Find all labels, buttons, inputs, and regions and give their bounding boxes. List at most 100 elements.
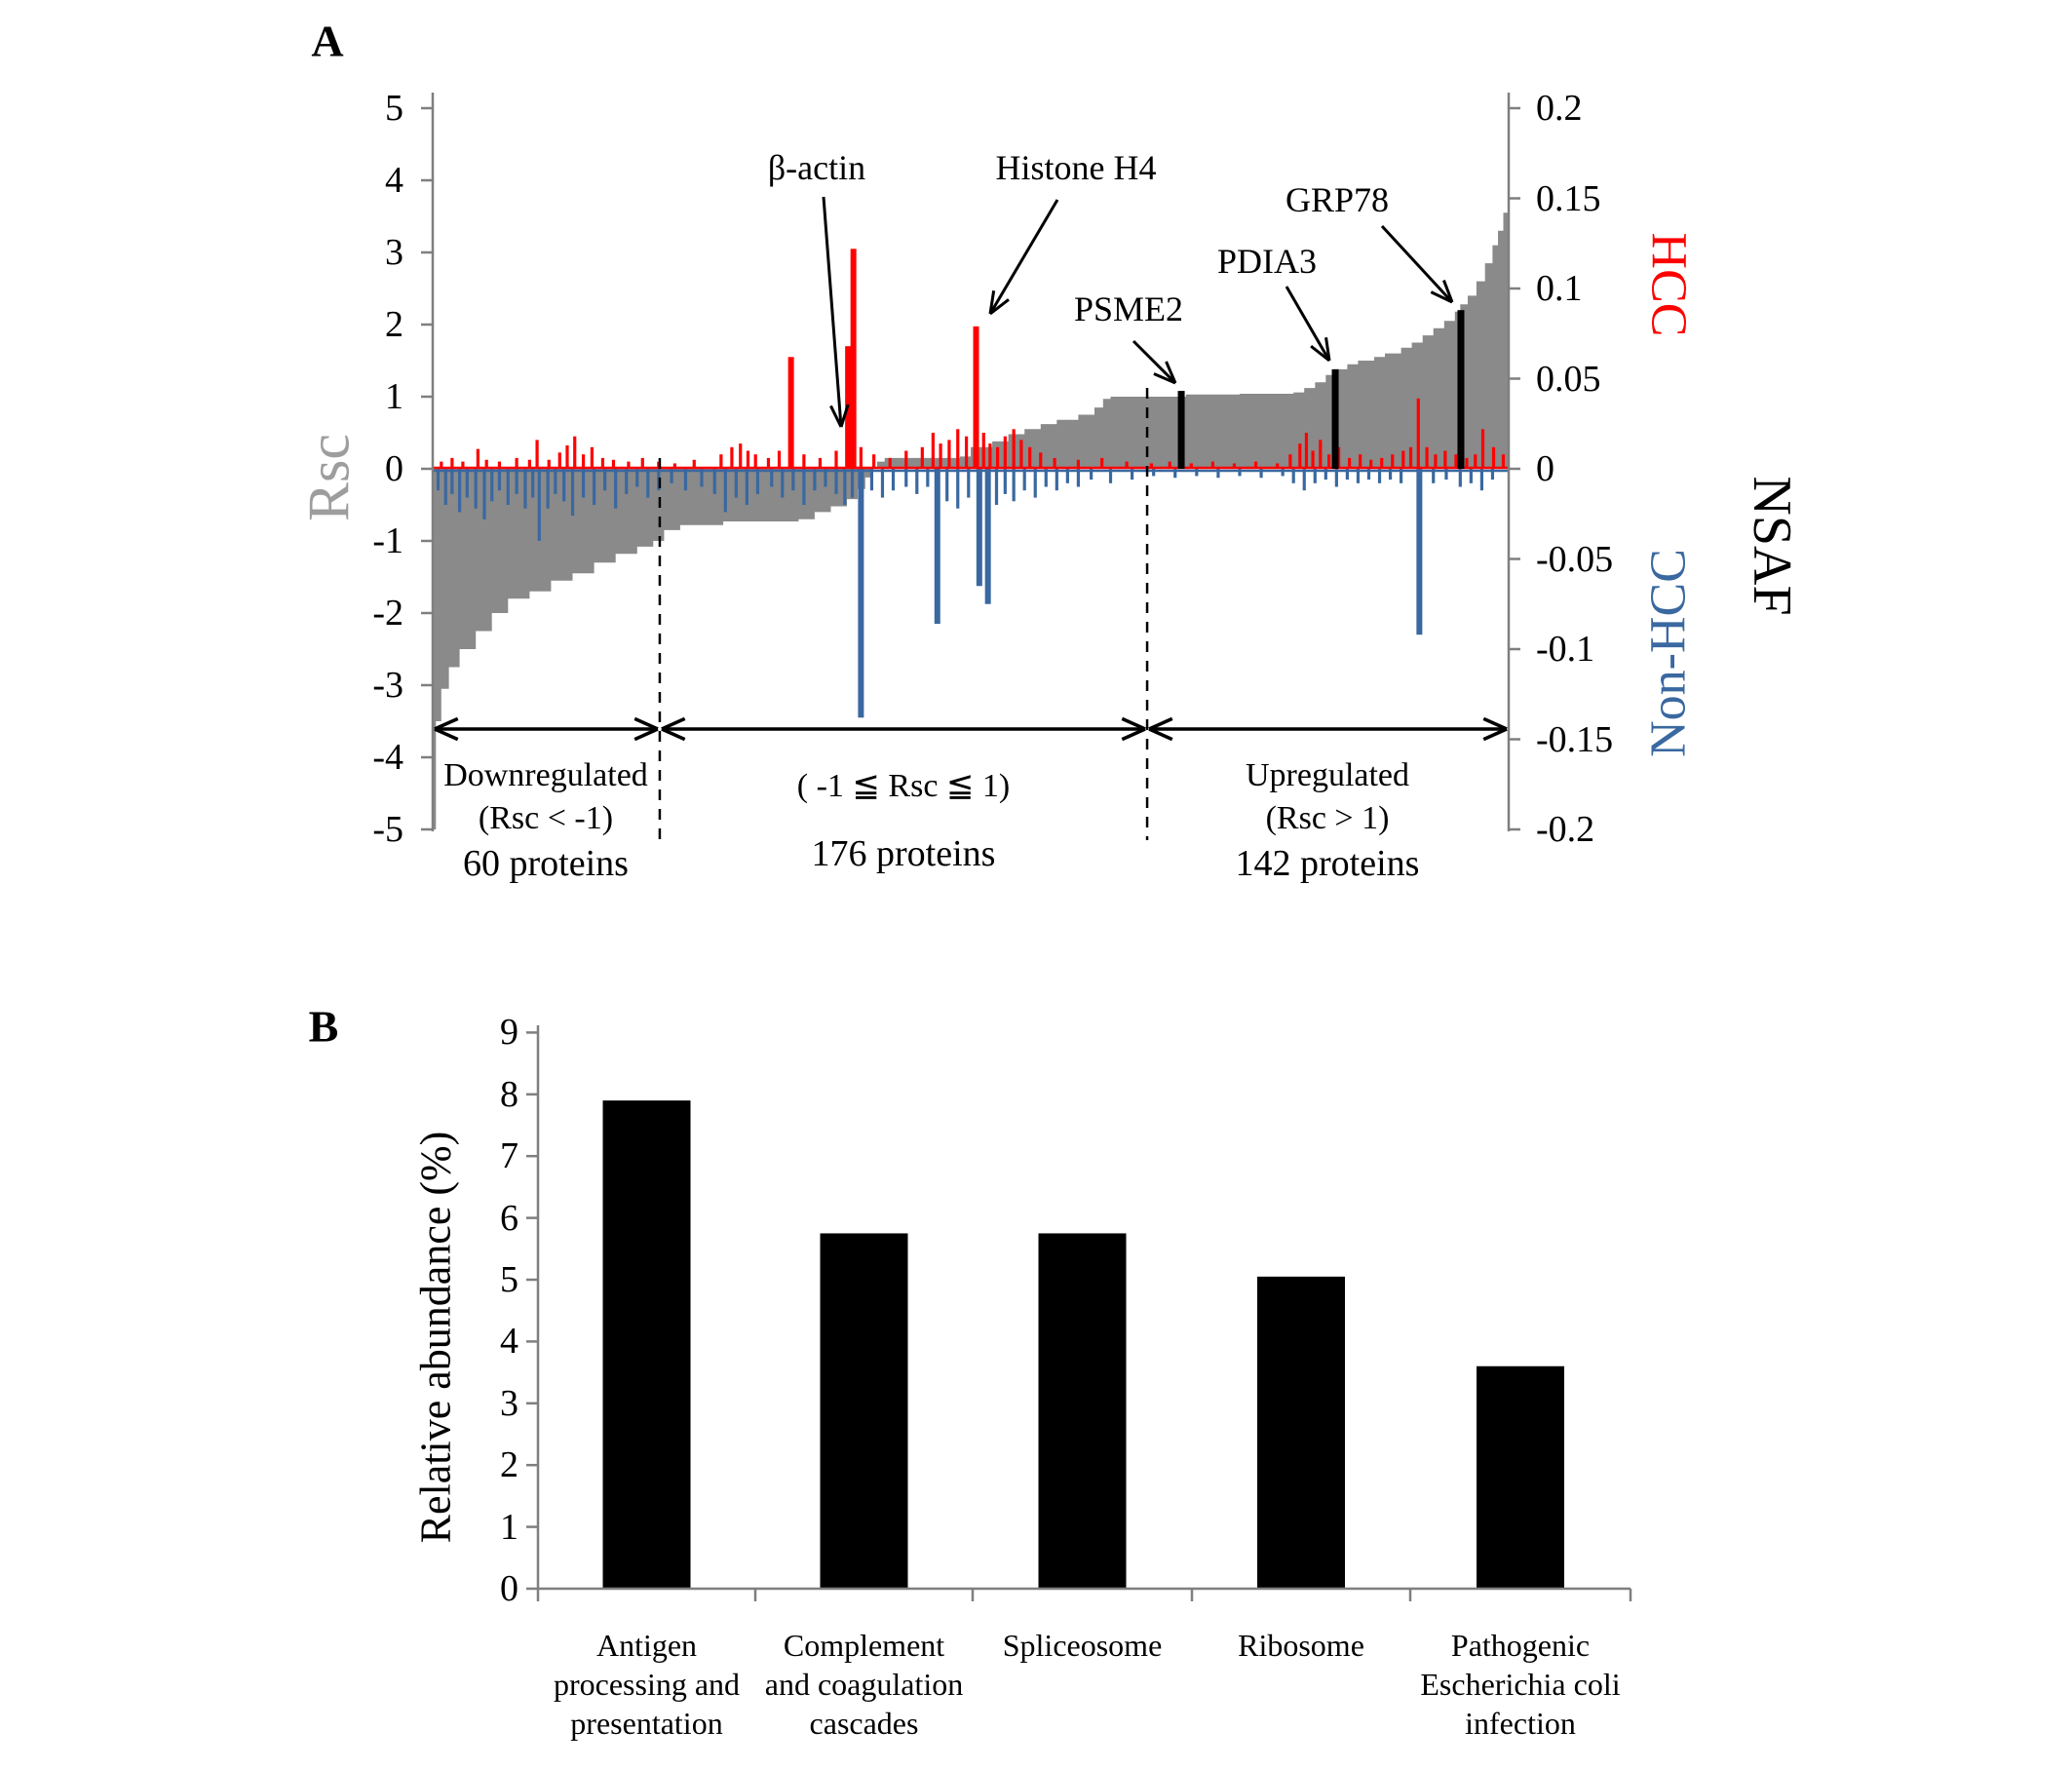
hcc-bar	[1232, 463, 1237, 469]
hcc-bar	[672, 463, 676, 469]
non-hcc-bar	[1033, 469, 1037, 498]
hcc-bar	[1359, 454, 1362, 469]
non-hcc-bar	[1416, 469, 1423, 635]
rsc-tick-label: -5	[372, 809, 403, 850]
non-hcc-bar	[745, 469, 748, 505]
hcc-bar	[1039, 452, 1043, 469]
hcc-bar	[476, 448, 480, 469]
non-hcc-bar	[465, 469, 469, 498]
non-hcc-bar	[850, 469, 855, 498]
non-hcc-bar	[994, 469, 999, 505]
hcc-bar	[1348, 457, 1352, 469]
non-hcc-bar	[915, 469, 919, 494]
highlight-bar-grp78	[1457, 310, 1465, 469]
non-hcc-bar	[967, 469, 971, 498]
arrowhead	[633, 716, 659, 731]
b-y-tick-label: 2	[500, 1444, 518, 1486]
hcc-bar	[627, 461, 631, 469]
b-category-label: Spliceosome	[1002, 1628, 1163, 1663]
panel-a-letter: A	[311, 16, 344, 66]
non-hcc-bar	[781, 469, 785, 498]
non-hcc-bar	[554, 469, 557, 494]
non-hcc-bar	[482, 469, 486, 519]
bar-ribosome	[1257, 1276, 1345, 1589]
non-hcc-bar	[824, 469, 827, 487]
b-y-tick-label: 9	[500, 1012, 518, 1054]
non-hcc-bar	[537, 469, 541, 541]
non-hcc-bar	[1259, 469, 1263, 479]
arrowhead	[1482, 727, 1508, 742]
non-hcc-bar	[1444, 469, 1448, 480]
non-hcc-bar	[734, 469, 738, 498]
non-hcc-bar	[891, 469, 896, 491]
hcc-bar	[1454, 454, 1458, 469]
hcc-bar	[440, 461, 443, 469]
rsc-tick-label: -2	[372, 593, 403, 634]
non-hcc-bar	[984, 469, 991, 604]
arrowhead	[1310, 344, 1330, 363]
non-hcc-bar	[506, 469, 510, 505]
hcc-bar	[981, 433, 985, 469]
highlight-bar-pdia3	[1331, 368, 1339, 469]
non-hcc-bar	[1108, 469, 1113, 483]
arrowhead	[1482, 716, 1508, 731]
arrowhead	[633, 727, 659, 742]
hcc-bar	[611, 459, 616, 469]
hcc-bar	[1019, 440, 1023, 469]
highlight-bar-psme2	[1177, 391, 1185, 469]
hcc-bar	[1311, 450, 1315, 469]
b-category-label: Antigen processing and presentation	[553, 1628, 741, 1741]
non-hcc-bar	[458, 469, 462, 513]
hcc-bar	[1480, 429, 1485, 469]
hcc-bar	[484, 459, 488, 469]
hcc-bar	[1416, 398, 1420, 469]
non-hcc-bar	[858, 469, 864, 718]
non-hcc-bar	[1366, 469, 1371, 480]
hcc-bar	[746, 450, 750, 469]
non-hcc-bar	[926, 469, 930, 487]
non-hcc-bar	[614, 469, 618, 509]
non-hcc-bar	[443, 469, 447, 505]
non-hcc-bar	[436, 469, 441, 491]
hcc-bar	[739, 443, 743, 469]
hcc-bar	[1149, 463, 1154, 469]
hcc-bar	[1391, 454, 1395, 469]
non-hcc-bar	[1044, 469, 1048, 487]
hcc-bar	[872, 454, 876, 469]
arrowhead	[434, 727, 459, 742]
b-y-tick-label: 3	[500, 1382, 518, 1424]
hcc-bar	[535, 440, 539, 469]
nsaf-tick-label: 0	[1536, 448, 1554, 489]
non-hcc-bar	[813, 469, 817, 491]
annotation-arrow	[1285, 286, 1331, 362]
hcc-bar	[1189, 463, 1193, 469]
hcc-bar	[1100, 457, 1104, 469]
hcc-bar	[931, 433, 935, 469]
arrowhead	[1148, 727, 1173, 742]
region-upregulated-line2: (Rsc > 1)	[1265, 800, 1390, 836]
hcc-bar	[988, 443, 992, 469]
region-downregulated-line2: (Rsc < -1)	[478, 800, 614, 836]
non-hcc-bar	[1469, 469, 1473, 483]
non-hcc-bar	[1291, 469, 1295, 483]
non-hcc-bar	[670, 469, 673, 483]
non-hcc-bar	[712, 469, 716, 494]
non-hcc-bar	[1173, 469, 1177, 479]
hcc-bar	[1253, 461, 1258, 469]
non-hcc-bar	[1065, 469, 1069, 483]
hcc-bar	[692, 459, 696, 469]
region-downregulated-count: 60 proteins	[463, 843, 629, 884]
hcc-bar	[1288, 454, 1292, 469]
non-hcc-bar	[1131, 469, 1134, 480]
arrowhead	[988, 290, 996, 315]
hcc-bar	[1380, 457, 1384, 469]
b-y-tick-label: 8	[500, 1073, 518, 1115]
non-hcc-bar	[474, 469, 478, 509]
region-upregulated-count: 142 proteins	[1235, 843, 1420, 884]
bar-complement	[820, 1233, 908, 1589]
b-y-tick-label: 5	[500, 1259, 518, 1300]
non-hcc-bar	[755, 469, 760, 494]
non-hcc-bar	[1490, 469, 1495, 480]
non-hcc-bar	[956, 469, 960, 509]
non-hcc-bar	[1152, 469, 1156, 477]
